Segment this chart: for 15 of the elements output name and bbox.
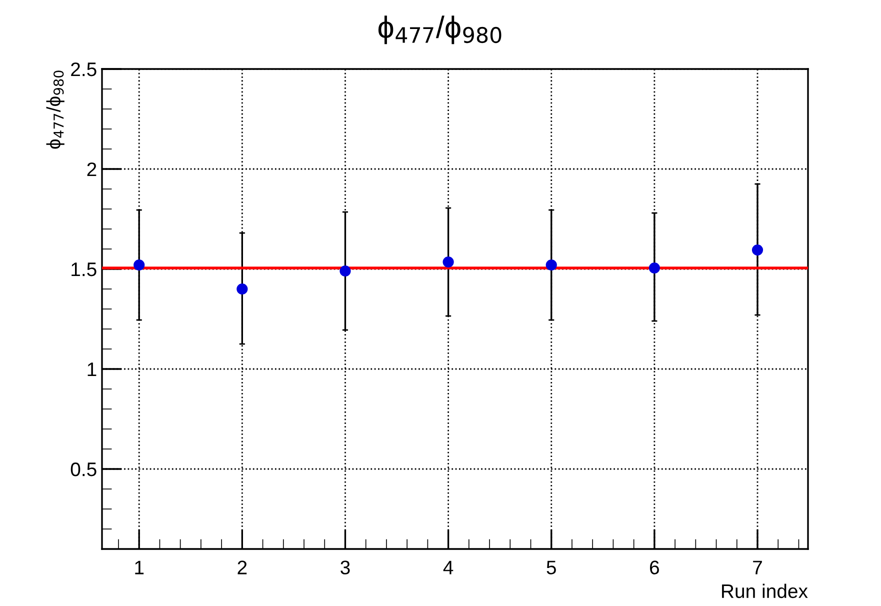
x-axis-title: Run index bbox=[722, 584, 808, 598]
x-tick-label: 2 bbox=[238, 560, 247, 574]
y-tick-label: 2 bbox=[87, 162, 96, 176]
x-tick-label: 4 bbox=[443, 560, 454, 574]
x-tick-label: 7 bbox=[753, 560, 762, 574]
y-tick-label: 0.5 bbox=[70, 462, 96, 476]
y-axis-title: ϕ$_{477}$/ϕ$_{980}$ bbox=[46, 70, 64, 149]
y-tick-label: 1.5 bbox=[72, 262, 96, 276]
chart-title: ϕ$_{477}$/ϕ$_{980}$ bbox=[378, 16, 502, 44]
y-tick-label: 2.5 bbox=[71, 62, 96, 76]
y-tick-label: 1 bbox=[88, 362, 96, 376]
x-tick-label: 6 bbox=[650, 560, 659, 574]
x-tick-label: 5 bbox=[546, 560, 556, 574]
x-tick-label: 1 bbox=[135, 560, 144, 574]
x-tick-label: 3 bbox=[340, 560, 350, 574]
